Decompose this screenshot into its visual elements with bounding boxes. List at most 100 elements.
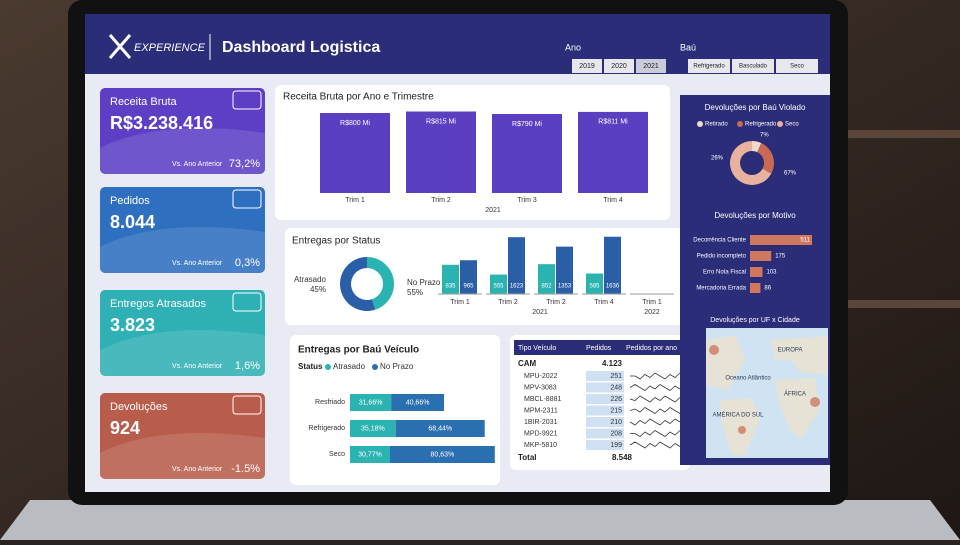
bar bbox=[320, 113, 390, 193]
data-label: 68,44% bbox=[428, 425, 452, 432]
legend-label: Refrigerado bbox=[745, 122, 777, 128]
bar bbox=[492, 114, 562, 193]
filter-label: Baú bbox=[680, 42, 696, 52]
card-wave bbox=[100, 433, 265, 479]
map-point bbox=[738, 426, 746, 434]
bar bbox=[586, 273, 603, 294]
bar bbox=[750, 251, 772, 261]
filter-button[interactable] bbox=[636, 59, 666, 73]
cell-bg bbox=[586, 440, 624, 450]
data-label: 45% bbox=[310, 285, 326, 294]
legend-dot bbox=[372, 364, 378, 370]
legend-dot bbox=[697, 121, 703, 127]
data-label: 585 bbox=[589, 284, 600, 290]
chart-title: Entregas por Status bbox=[292, 236, 380, 247]
legend-dot bbox=[777, 121, 783, 127]
cell: MPU-2022 bbox=[524, 373, 558, 380]
cell-bg bbox=[586, 382, 624, 393]
kpi-compare: Vs. Ano Anterior bbox=[172, 260, 223, 267]
data-label: 35,18% bbox=[361, 425, 385, 432]
data-label: 835 bbox=[445, 284, 456, 290]
x-tick-label: Trim 2 bbox=[546, 299, 566, 306]
legend-dot bbox=[325, 364, 331, 370]
card-wave bbox=[100, 128, 265, 174]
bar bbox=[604, 236, 621, 294]
kpi-title: Pedidos bbox=[110, 195, 150, 207]
laptop-base bbox=[0, 500, 960, 540]
filter-button[interactable] bbox=[776, 59, 818, 73]
filter-button[interactable] bbox=[732, 59, 774, 73]
card-icon bbox=[232, 292, 262, 312]
filter-button[interactable] bbox=[572, 59, 602, 73]
map-label: EUROPA bbox=[778, 348, 803, 354]
cell: 215 bbox=[610, 407, 622, 414]
filter-option: 2021 bbox=[643, 63, 659, 70]
legend-label: Atrasado bbox=[333, 362, 366, 371]
column-header: Pedidos por ano bbox=[626, 345, 677, 352]
data-label: 852 bbox=[541, 284, 552, 290]
data-label: 7% bbox=[760, 133, 769, 139]
y-tick-label: Mercadoria Errada bbox=[696, 286, 746, 292]
data-label: R$811 Mi bbox=[598, 119, 628, 126]
bar-segment bbox=[390, 446, 495, 463]
cell-bg bbox=[586, 405, 624, 416]
bar bbox=[556, 246, 573, 294]
filter-option: Refrigerado bbox=[693, 64, 725, 70]
data-label: 55% bbox=[407, 288, 423, 297]
data-label: 1636 bbox=[606, 284, 620, 290]
cell: MBCL-8881 bbox=[524, 396, 561, 403]
data-label: 511 bbox=[800, 238, 810, 244]
map-label: AMÉRICA DO SUL bbox=[712, 412, 764, 419]
bar bbox=[406, 111, 476, 193]
x-tick-label: Trim 4 bbox=[603, 197, 623, 204]
data-label: 31,66% bbox=[359, 399, 383, 406]
data-label: 86 bbox=[764, 286, 771, 292]
data-label: 26% bbox=[711, 156, 724, 162]
sparkline bbox=[629, 441, 681, 449]
cell: 199 bbox=[610, 442, 622, 449]
x-tick-label: Trim 2 bbox=[498, 299, 518, 306]
kpi-card bbox=[100, 393, 265, 479]
land bbox=[775, 378, 820, 440]
donut-slice bbox=[367, 257, 395, 310]
data-label: 67% bbox=[784, 171, 797, 177]
chart-title: Receita Bruta por Ano e Trimestre bbox=[283, 92, 434, 103]
kpi-change: 0,3% bbox=[235, 257, 260, 269]
y-tick-label: Seco bbox=[329, 451, 345, 458]
filter-button[interactable] bbox=[688, 59, 730, 73]
kpi-card bbox=[100, 290, 265, 376]
card-icon bbox=[232, 90, 262, 110]
cell: 226 bbox=[610, 396, 622, 403]
cell: CAM bbox=[518, 359, 537, 368]
x-group-label: 2021 bbox=[485, 207, 501, 214]
kpi-change: -1.5% bbox=[231, 463, 260, 475]
bar-segment bbox=[350, 446, 391, 463]
kpi-value: 8.044 bbox=[110, 212, 155, 232]
data-label: 965 bbox=[463, 284, 474, 290]
legend-label: Retirado bbox=[705, 122, 728, 128]
kpi-value: 924 bbox=[110, 418, 140, 438]
donut-slice bbox=[757, 143, 774, 174]
x-tick-label: Trim 1 bbox=[642, 299, 662, 306]
sparkline bbox=[630, 372, 681, 380]
kpi-card bbox=[100, 187, 265, 273]
y-tick-label: Resfriado bbox=[315, 399, 345, 406]
filter-button[interactable] bbox=[604, 59, 634, 73]
sparkline bbox=[629, 384, 681, 391]
cell: 4.123 bbox=[602, 359, 623, 368]
cell: 208 bbox=[610, 430, 622, 437]
shelf bbox=[840, 300, 960, 308]
bar bbox=[508, 237, 525, 294]
bar bbox=[750, 235, 812, 245]
map-point bbox=[810, 397, 820, 407]
bar-segment bbox=[391, 394, 445, 411]
bar-segment bbox=[350, 394, 392, 411]
logo-mark bbox=[108, 34, 132, 59]
data-label: R$790 Mi bbox=[512, 121, 542, 128]
sparkline bbox=[629, 418, 681, 426]
table-header bbox=[514, 340, 686, 355]
title: Dashboard Logistica bbox=[222, 39, 380, 56]
cell: 248 bbox=[610, 384, 622, 391]
logo: EXPERIENCE bbox=[134, 42, 206, 54]
shelf bbox=[840, 130, 960, 138]
